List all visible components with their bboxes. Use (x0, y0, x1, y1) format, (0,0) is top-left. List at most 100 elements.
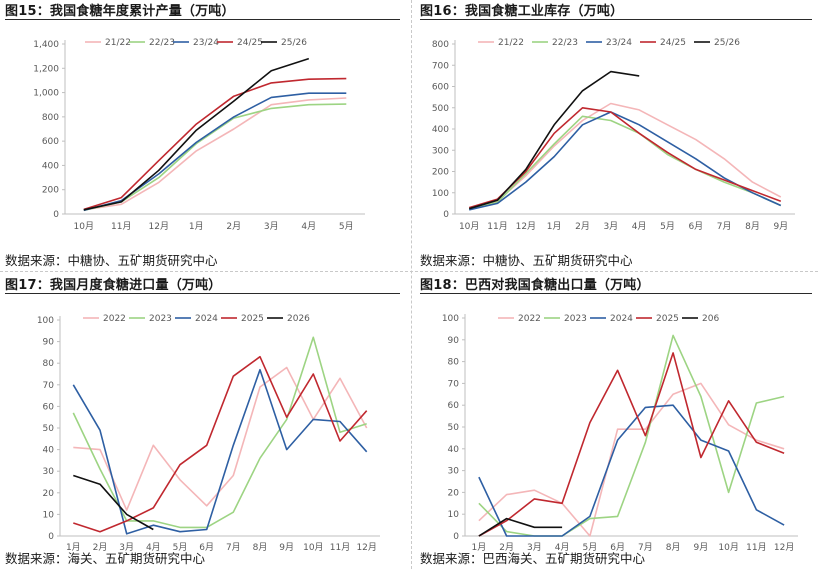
chart-title: 图16：我国食糖工业库存（万吨） (420, 4, 624, 19)
x-tick-label: 3月 (264, 221, 279, 232)
chart-panel-monthly-imports: 图17：我国月度食糖进口量（万吨） 0 10 20 30 40 50 60 70 80 90 100… (5, 274, 405, 569)
legend-label: 23/24 (606, 38, 632, 48)
chart-title: 图17：我国月度食糖进口量（万吨） (5, 278, 222, 293)
chart-title: 图18：巴西对我国食糖出口量（万吨） (420, 278, 650, 293)
chart-source: 数据来源：巴西海关、五矿期货研究中心 (420, 551, 646, 566)
x-tick-label: 1月 (66, 542, 81, 553)
legend-label: 22/23 (552, 38, 578, 48)
series-line-25-26 (83, 57, 310, 211)
x-tick-label: 11月 (487, 221, 507, 232)
x-tick-label: 9月 (279, 542, 294, 553)
x-tick-label: 4月 (301, 221, 316, 232)
y-tick-label: 100 (442, 314, 459, 324)
legend-label: 24/25 (660, 38, 686, 48)
x-tick-label: 3月 (119, 542, 134, 553)
x-tick-label: 11月 (746, 542, 766, 553)
y-tick-label: 10 (448, 510, 460, 520)
y-tick-label: 80 (43, 359, 55, 369)
y-tick-label: 800 (432, 40, 449, 50)
legend-label: 21/22 (498, 38, 524, 48)
y-tick-label: 20 (448, 488, 460, 498)
y-tick-label: 40 (448, 445, 460, 455)
series-line-2022 (73, 366, 368, 511)
y-tick-label: 100 (432, 189, 449, 199)
y-tick-label: 400 (432, 125, 449, 135)
chart-title: 图15：我国食糖年度累计产量（万吨） (5, 4, 235, 19)
x-tick-label: 7月 (717, 221, 732, 232)
x-tick-label: 6月 (688, 221, 703, 232)
series-line-24-25 (468, 107, 782, 209)
y-tick-label: 0 (48, 532, 54, 542)
legend-label: 2022 (518, 314, 541, 324)
x-tick-label: 2月 (575, 221, 590, 232)
series-line-22-23 (469, 115, 782, 210)
title-underline (5, 19, 400, 20)
y-tick-label: 50 (43, 424, 55, 434)
legend-label: 206 (702, 314, 719, 324)
x-tick-label: 4月 (632, 221, 647, 232)
y-tick-label: 0 (453, 532, 459, 542)
title-underline (5, 293, 400, 294)
y-tick-label: 20 (43, 489, 55, 499)
chart-plot: 0 100 200 300 400 500 600 700 800 10月 11月 12月 1月 2月 3月… (432, 38, 795, 232)
y-tick-label: 70 (43, 381, 55, 391)
x-tick-label: 10月 (459, 221, 479, 232)
y-tick-label: 400 (42, 161, 59, 171)
legend-label: 25/26 (281, 38, 307, 48)
legend-label: 23/24 (193, 38, 219, 48)
x-tick-label: 12月 (356, 542, 376, 553)
x-tick-label: 12月 (774, 542, 794, 553)
series-line-21-22 (83, 97, 347, 211)
y-tick-label: 90 (43, 338, 55, 348)
y-tick-label: 100 (37, 316, 54, 326)
chart-source: 数据来源：海关、五矿期货研究中心 (5, 551, 206, 566)
x-tick-label: 10月 (718, 542, 738, 553)
x-tick-label: 2月 (226, 221, 241, 232)
y-tick-label: 600 (432, 83, 449, 93)
x-tick-label: 10月 (303, 542, 323, 553)
series-line-206 (478, 517, 563, 537)
series-line-2022 (478, 382, 785, 537)
x-tick-label: 11月 (330, 542, 350, 553)
x-tick-label: 7月 (226, 542, 241, 553)
x-tick-label: 3月 (603, 221, 618, 232)
series-line-23-24 (469, 111, 782, 211)
x-tick-label: 6月 (610, 542, 625, 553)
chart-source: 数据来源：中糖协、五矿期货研究中心 (5, 253, 218, 268)
series-line-2023 (72, 336, 367, 529)
y-tick-label: 70 (448, 379, 460, 389)
x-tick-label: 4月 (146, 542, 161, 553)
y-tick-label: 90 (448, 336, 460, 346)
series-line-24-25 (83, 77, 347, 211)
x-tick-label: 6月 (199, 542, 214, 553)
y-tick-label: 40 (43, 446, 55, 456)
series-line-2024 (72, 368, 368, 535)
y-tick-label: 800 (42, 113, 59, 123)
legend-label: 25/26 (714, 38, 740, 48)
x-tick-label: 3月 (527, 542, 542, 553)
series-line-2026 (73, 474, 154, 531)
series-line-22-23 (83, 103, 347, 212)
legend-label: 2022 (103, 314, 126, 324)
series-line-2025 (478, 352, 785, 537)
x-tick-label: 2月 (499, 542, 514, 553)
x-tick-label: 11月 (111, 221, 131, 232)
chart-plot: 0 10 20 30 40 50 60 70 80 90 100 1月 2月 3月 4月 5月 6月 7月 8月 9月… (37, 314, 380, 553)
x-tick-label: 9月 (773, 221, 788, 232)
y-tick-label: 0 (443, 210, 449, 220)
title-underline (420, 293, 812, 294)
series-line-2024 (478, 404, 785, 537)
x-tick-label: 5月 (339, 221, 354, 232)
x-tick-label: 8月 (745, 221, 760, 232)
x-tick-label: 5月 (583, 542, 598, 553)
legend-label: 2026 (287, 314, 310, 324)
y-tick-label: 200 (432, 168, 449, 178)
y-tick-label: 80 (448, 358, 460, 368)
legend-label: 2025 (656, 314, 679, 324)
y-tick-label: 50 (448, 423, 460, 433)
chart-plot: 0 200 400 600 800 1,000 1,200 1,400 10月 11月 12月 1月 2… (33, 38, 365, 232)
x-tick-label: 12月 (149, 221, 169, 232)
y-tick-label: 700 (432, 61, 449, 71)
horizontal-divider (0, 271, 818, 272)
y-tick-label: 1,200 (33, 64, 59, 74)
